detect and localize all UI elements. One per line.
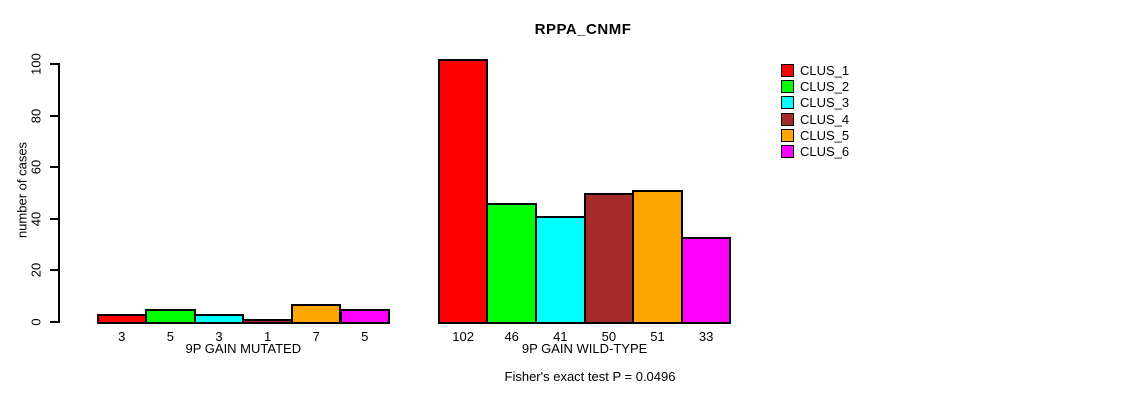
bar-value-label: 1 (263, 329, 272, 344)
y-axis-tick (50, 217, 58, 220)
legend-label: CLUS_4 (800, 111, 850, 127)
group-label: 9P GAIN MUTATED (185, 341, 302, 356)
y-axis-tick-label: 100 (28, 53, 44, 75)
bar-value-label: 7 (312, 329, 320, 344)
legend-item-clus_6: CLUS_6 (781, 144, 849, 159)
chart-title: RPPA_CNMF (534, 21, 632, 38)
y-axis-tick (50, 166, 58, 169)
group-label: 9P GAIN WILD-TYPE (521, 341, 648, 356)
bar-value-label: 46 (504, 329, 519, 344)
bar-value-label: 5 (166, 329, 175, 344)
bar-value-label: 50 (601, 329, 617, 344)
bar-group2-clus_3 (535, 216, 586, 324)
bar-group1-clus_3 (193, 314, 245, 324)
legend-swatch-clus_4 (781, 112, 794, 126)
bar-value-label: 51 (650, 329, 665, 344)
legend-label: CLUS_1 (800, 63, 850, 78)
legend-item-clus_4: CLUS_4 (781, 112, 849, 127)
bar-group1-clus_4 (242, 319, 293, 324)
bar-group1-clus_5 (290, 303, 342, 324)
y-axis-tick (50, 114, 58, 117)
legend-swatch-clus_5 (781, 128, 794, 142)
legend-item-clus_2: CLUS_2 (781, 79, 849, 94)
bar-value-label: 5 (361, 329, 369, 344)
legend-swatch-clus_3 (781, 96, 794, 110)
bar-value-label: 3 (118, 329, 126, 344)
bar-group2-clus_1 (437, 58, 489, 324)
bar-group1-clus_1 (96, 314, 148, 324)
bar-group2-clus_5 (632, 190, 683, 324)
fisher-test-annotation: Fisher's exact test P = 0.0496 (504, 369, 676, 384)
bar-group2-clus_6 (680, 236, 732, 324)
legend-label: CLUS_2 (800, 79, 850, 95)
legend-label: CLUS_6 (800, 144, 850, 159)
bar-group2-clus_2 (486, 203, 537, 324)
y-axis-tick (50, 321, 58, 323)
y-axis-tick-label: 20 (28, 263, 44, 278)
bar-value-label: 33 (698, 329, 714, 344)
y-axis-tick-label: 0 (28, 318, 44, 326)
legend-swatch-clus_2 (781, 80, 794, 94)
bar-group2-clus_4 (583, 193, 635, 324)
legend-item-clus_1: CLUS_1 (781, 63, 849, 78)
legend-label: CLUS_5 (800, 127, 850, 143)
bar-value-label: 3 (215, 329, 223, 344)
legend-item-clus_5: CLUS_5 (781, 128, 849, 143)
legend-swatch-clus_1 (781, 64, 794, 77)
y-axis-line (58, 63, 60, 323)
y-axis-label: number of cases (14, 141, 30, 239)
bar-group1-clus_6 (339, 309, 391, 324)
bar-value-label: 102 (452, 329, 474, 344)
y-axis-tick-label: 80 (28, 108, 44, 123)
y-axis-tick (50, 269, 58, 272)
bar-value-label: 41 (553, 329, 568, 344)
y-axis-tick (50, 63, 58, 65)
bar-group1-clus_2 (145, 309, 196, 324)
legend-swatch-clus_6 (781, 145, 794, 158)
y-axis-tick-label: 40 (28, 211, 44, 227)
legend-item-clus_3: CLUS_3 (781, 95, 849, 110)
y-axis-tick-label: 60 (28, 159, 44, 175)
legend-label: CLUS_3 (800, 95, 850, 111)
